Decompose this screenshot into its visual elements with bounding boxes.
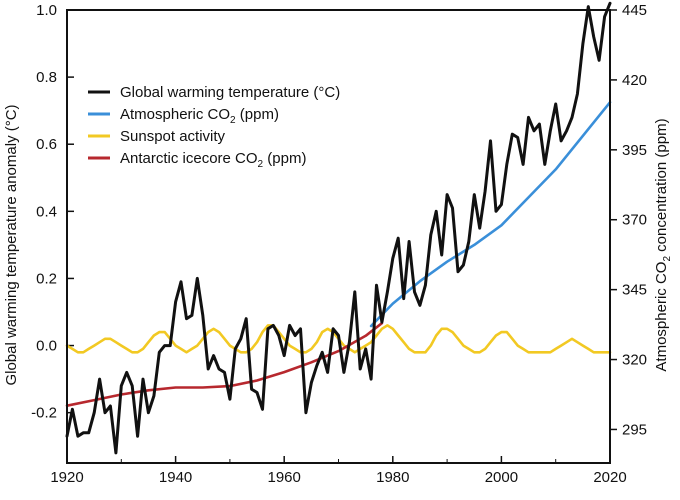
legend-label-sunspot: Sunspot activity xyxy=(120,128,226,145)
x-tick-label: 2000 xyxy=(485,469,518,486)
y-tick-label: 0.0 xyxy=(36,338,57,355)
legend-atm-co2-part-2: (ppm) xyxy=(236,106,279,123)
series-line-temperature xyxy=(65,1,612,455)
y2-tick-label: 445 xyxy=(622,2,647,19)
series-layer xyxy=(65,1,612,455)
y-tick-label: 0.2 xyxy=(36,270,57,287)
x-tick-label: 1960 xyxy=(268,469,301,486)
y2-tick-label: 295 xyxy=(622,421,647,438)
tick-layer: 1920 1940 1960 1980 2000 2020 -0.2 0.0 0.2 0.4 0.6… xyxy=(31,2,647,486)
legend-atm-co2-subscript: 2 xyxy=(230,115,236,126)
legend: Global warming temperature (°C) Atmosphe… xyxy=(88,84,340,170)
y-tick-label: -0.2 xyxy=(31,405,57,422)
y2-tick-label: 345 xyxy=(622,282,647,299)
y-tick-label: 0.4 xyxy=(36,203,57,220)
legend-label-atmospheric-co2: Atmospheric CO2 (ppm) xyxy=(120,106,279,126)
series-line-atmospheric-co2 xyxy=(369,101,612,328)
y-tick-label: 0.8 xyxy=(36,69,57,86)
x-tick-label: 2020 xyxy=(593,469,626,486)
x-tick-label: 1940 xyxy=(159,469,192,486)
legend-icecore-co2-part-2: (ppm) xyxy=(263,150,306,167)
y2-tick-label: 420 xyxy=(622,72,647,89)
y-tick-label: 1.0 xyxy=(36,2,57,19)
legend-icecore-co2-subscript: 2 xyxy=(258,159,264,170)
y-axis-title: Global warming temperature anomaly (°C) xyxy=(3,104,20,385)
legend-label-temperature: Global warming temperature (°C) xyxy=(120,84,340,101)
y2-tick-label: 320 xyxy=(622,352,647,369)
y2-axis-title-part-1: Atmospheric CO xyxy=(653,262,670,372)
y-tick-label: 0.6 xyxy=(36,136,57,153)
x-tick-label: 1920 xyxy=(50,469,83,486)
y2-axis-title-part-2: concentration (ppm) xyxy=(653,118,670,256)
y2-tick-label: 395 xyxy=(622,142,647,159)
legend-atm-co2-part-1: Atmospheric CO xyxy=(120,106,230,123)
y2-axis-title-subscript: 2 xyxy=(662,256,673,262)
legend-icecore-co2-part-1: Antarctic icecore CO xyxy=(120,150,258,167)
x-tick-label: 1980 xyxy=(376,469,409,486)
legend-label-icecore-co2: Antarctic icecore CO2 (ppm) xyxy=(120,150,306,170)
plot-area-frame xyxy=(66,9,611,464)
y2-tick-label: 370 xyxy=(622,212,647,229)
y2-axis-title: Atmospheric CO2 concentration (ppm) xyxy=(653,118,673,371)
